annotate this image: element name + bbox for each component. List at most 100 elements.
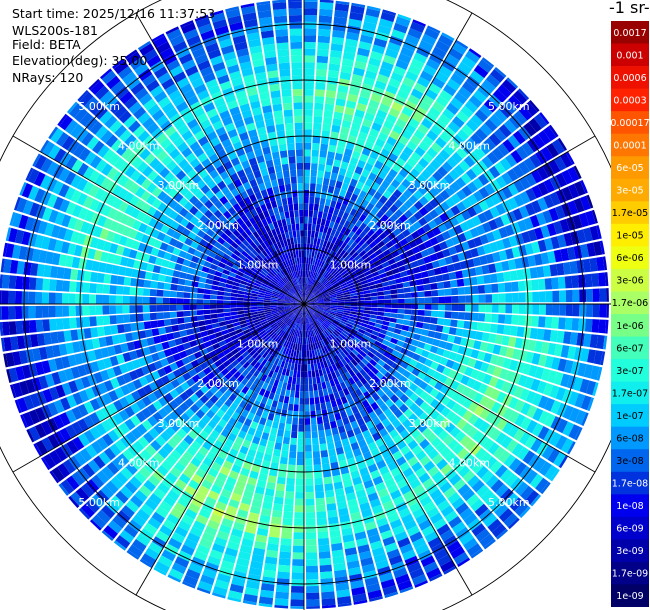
data-gate <box>464 100 478 113</box>
data-gate <box>307 364 311 372</box>
data-gate <box>451 497 465 510</box>
data-gate <box>346 429 355 438</box>
data-gate <box>272 503 283 512</box>
data-gate <box>328 288 335 293</box>
data-gate <box>208 598 224 609</box>
data-gate <box>230 293 238 297</box>
data-gate <box>467 574 484 588</box>
data-gate <box>457 406 468 418</box>
data-gate <box>360 445 370 455</box>
data-gate <box>326 274 333 281</box>
data-gate <box>401 276 409 283</box>
data-gate <box>333 208 340 216</box>
data-gate <box>304 169 310 177</box>
data-gate <box>505 347 515 359</box>
data-gate <box>236 304 244 308</box>
data-gate <box>504 538 520 554</box>
data-gate <box>400 361 409 370</box>
data-gate <box>323 298 331 301</box>
data-gate <box>323 271 330 278</box>
data-gate <box>446 78 461 91</box>
data-gate <box>536 166 549 181</box>
data-gate <box>359 408 368 418</box>
data-gate <box>524 315 533 327</box>
data-gate <box>325 272 331 279</box>
data-gate <box>443 173 455 185</box>
data-gate <box>411 461 423 473</box>
data-gate <box>317 35 331 44</box>
data-gate <box>345 553 359 563</box>
data-gate <box>389 429 399 439</box>
data-gate <box>203 314 212 320</box>
data-gate <box>395 157 406 168</box>
data-gate <box>218 282 226 288</box>
data-gate <box>351 405 359 415</box>
data-gate <box>436 318 445 326</box>
data-gate <box>318 389 324 397</box>
data-gate <box>292 322 296 329</box>
data-gate <box>556 330 565 344</box>
data-gate <box>323 110 334 118</box>
data-gate <box>305 270 308 278</box>
data-gate <box>314 320 319 328</box>
data-gate <box>347 320 355 326</box>
data-gate <box>318 28 331 37</box>
data-gate <box>585 380 597 396</box>
data-gate <box>342 314 350 319</box>
data-gate <box>270 385 277 394</box>
data-gate <box>377 185 387 195</box>
data-gate <box>199 325 207 332</box>
data-gate <box>486 151 499 165</box>
data-gate <box>395 424 406 434</box>
data-gate <box>431 579 448 592</box>
data-gate <box>361 242 369 250</box>
data-gate <box>368 172 377 182</box>
data-gate <box>322 240 328 248</box>
data-gate <box>310 278 314 286</box>
data-gate <box>344 301 351 304</box>
data-gate <box>300 384 304 392</box>
data-gate <box>390 289 398 295</box>
data-gate <box>277 564 291 573</box>
data-gate <box>380 494 392 505</box>
data-gate <box>456 278 465 287</box>
data-gate <box>355 317 363 323</box>
data-gate <box>537 239 547 252</box>
data-gate <box>548 207 559 222</box>
data-gate <box>519 465 533 480</box>
data-gate <box>311 278 315 286</box>
data-gate <box>290 390 295 398</box>
data-gate <box>527 255 536 267</box>
data-gate <box>514 399 525 413</box>
data-gate <box>376 73 389 84</box>
data-gate <box>421 118 433 130</box>
data-gate <box>333 253 340 261</box>
data-gate <box>275 483 285 492</box>
data-gate <box>380 244 389 253</box>
data-gate <box>305 284 307 291</box>
data-gate <box>304 263 306 271</box>
data-gate <box>288 403 294 411</box>
data-gate <box>376 380 385 389</box>
data-gate <box>544 355 554 369</box>
data-gate <box>323 345 329 353</box>
data-gate <box>89 540 106 555</box>
data-gate <box>411 298 419 304</box>
data-gate <box>421 427 433 438</box>
data-gate <box>484 196 495 209</box>
data-gate <box>390 308 398 314</box>
data-gate <box>304 304 306 311</box>
data-gate <box>366 156 377 166</box>
data-gate <box>307 316 311 324</box>
data-gate <box>301 364 304 372</box>
data-gate <box>244 433 254 442</box>
data-gate <box>524 510 539 526</box>
data-gate <box>156 289 164 297</box>
data-gate <box>349 249 356 257</box>
data-gate <box>435 274 444 282</box>
data-gate <box>370 401 379 411</box>
data-gate <box>320 578 334 586</box>
data-gate <box>315 82 326 90</box>
data-gate <box>251 554 265 563</box>
data-gate <box>274 490 285 498</box>
